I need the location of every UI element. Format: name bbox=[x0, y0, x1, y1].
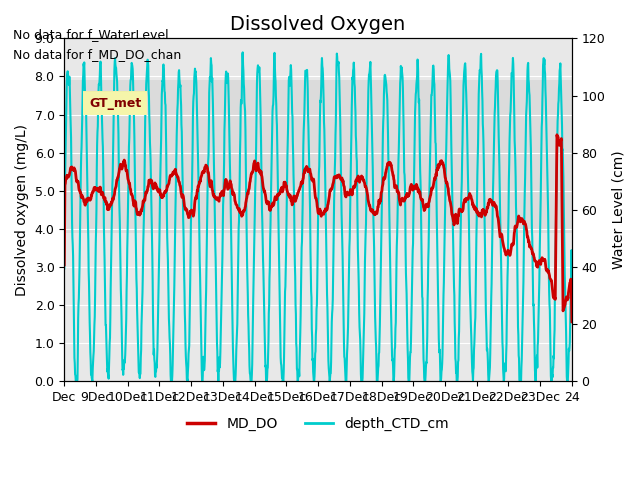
Title: Dissolved Oxygen: Dissolved Oxygen bbox=[230, 15, 406, 34]
Legend: MD_DO, depth_CTD_cm: MD_DO, depth_CTD_cm bbox=[182, 411, 454, 436]
depth_CTD_cm bbox=[350, 60, 358, 65]
MD_DO bbox=[296, 187, 303, 193]
Bar bbox=[64, 80, 572, 233]
depth_CTD_cm bbox=[72, 379, 79, 384]
Text: No data for f_WaterLevel: No data for f_WaterLevel bbox=[13, 28, 168, 41]
MD_DO bbox=[286, 193, 294, 199]
Text: GT_met: GT_met bbox=[89, 96, 141, 110]
depth_CTD_cm bbox=[100, 223, 108, 229]
MD_DO bbox=[553, 132, 561, 138]
MD_DO bbox=[276, 191, 284, 197]
depth_CTD_cm bbox=[276, 334, 284, 339]
MD_DO bbox=[100, 195, 108, 201]
depth_CTD_cm bbox=[287, 62, 294, 68]
depth_CTD_cm bbox=[60, 265, 68, 271]
depth_CTD_cm bbox=[239, 49, 246, 55]
depth_CTD_cm bbox=[568, 280, 576, 286]
depth_CTD_cm bbox=[296, 344, 304, 350]
Text: No data for f_MD_DO_chan: No data for f_MD_DO_chan bbox=[13, 48, 181, 60]
Line: depth_CTD_cm: depth_CTD_cm bbox=[64, 52, 572, 382]
MD_DO bbox=[60, 262, 68, 268]
Line: MD_DO: MD_DO bbox=[64, 135, 572, 322]
MD_DO bbox=[120, 157, 128, 163]
FancyBboxPatch shape bbox=[80, 90, 150, 116]
depth_CTD_cm bbox=[121, 360, 129, 366]
MD_DO bbox=[568, 319, 576, 325]
Y-axis label: Water Level (cm): Water Level (cm) bbox=[611, 151, 625, 269]
MD_DO bbox=[349, 186, 357, 192]
Y-axis label: Dissolved oxygen (mg/L): Dissolved oxygen (mg/L) bbox=[15, 124, 29, 296]
